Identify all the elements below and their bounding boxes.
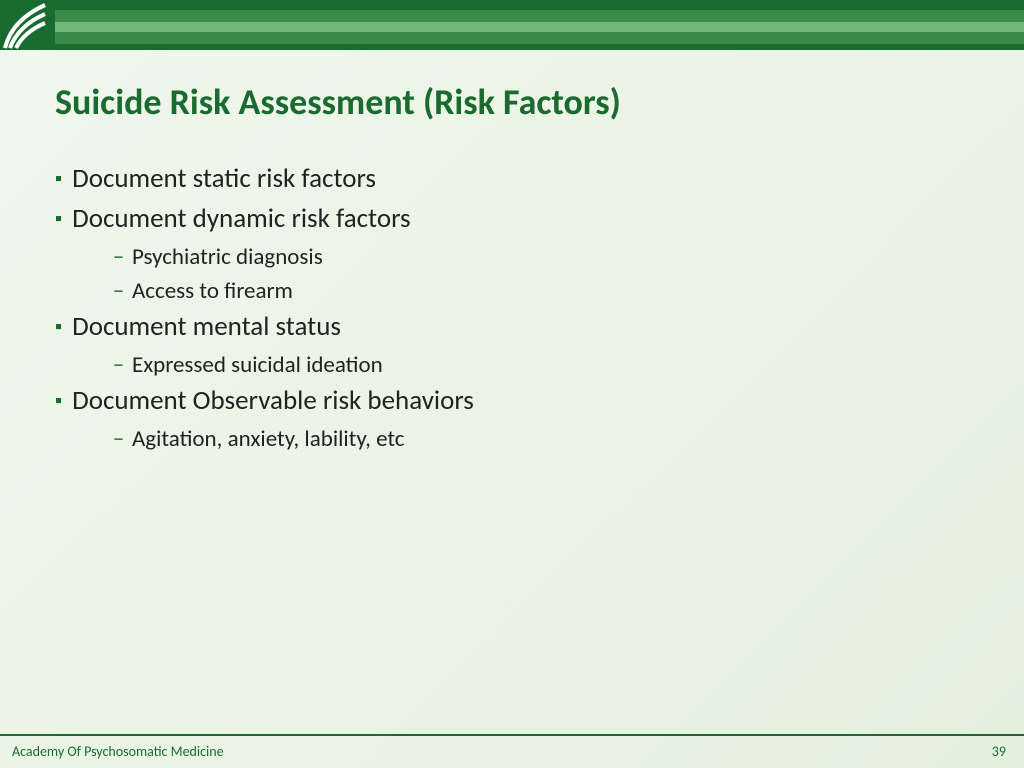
logo-icon <box>0 0 55 50</box>
bullet-text: Document mental status <box>72 310 341 344</box>
footer-divider <box>0 734 1024 736</box>
bullet-item: ▪ Document dynamic risk factors <box>55 202 1024 236</box>
sub-bullet-item: −Psychiatric diagnosis <box>113 242 1024 272</box>
bullet-marker: ▪ <box>55 310 62 344</box>
sub-bullet-text: Access to firearm <box>132 276 293 306</box>
band-stripe <box>0 22 1024 32</box>
sub-bullet-marker: − <box>113 350 124 380</box>
slide-title: Suicide Risk Assessment (Risk Factors) <box>55 80 1024 124</box>
bullet-list: ▪ Document static risk factors ▪ Document d… <box>55 162 1024 454</box>
sub-bullet-text: Expressed suicidal ideation <box>132 350 383 380</box>
footer-text: Academy Of Psychosomatic Medicine <box>12 743 224 760</box>
band-stripe <box>0 0 1024 10</box>
sub-bullet-text: Agitation, anxiety, lability, etc <box>132 424 405 454</box>
sub-bullet-item: −Expressed suicidal ideation <box>113 350 1024 380</box>
bullet-marker: ▪ <box>55 202 62 236</box>
bullet-text: Document Observable risk behaviors <box>72 384 474 418</box>
bullet-item: ▪ Document static risk factors <box>55 162 1024 196</box>
sub-bullet-item: −Access to firearm <box>113 276 1024 306</box>
band-stripe <box>0 44 1024 50</box>
sub-bullet-item: −Agitation, anxiety, lability, etc <box>113 424 1024 454</box>
bullet-item: ▪ Document Observable risk behaviors <box>55 384 1024 418</box>
page-number: 39 <box>992 743 1006 760</box>
band-stripe <box>0 10 1024 22</box>
band-stripe <box>0 32 1024 44</box>
sub-bullet-text: Psychiatric diagnosis <box>132 242 323 272</box>
sub-bullet-marker: − <box>113 276 124 306</box>
bullet-text: Document dynamic risk factors <box>72 202 411 236</box>
bullet-marker: ▪ <box>55 162 62 196</box>
bullet-text: Document static risk factors <box>72 162 376 196</box>
sub-bullet-marker: − <box>113 424 124 454</box>
bullet-item: ▪ Document mental status <box>55 310 1024 344</box>
bullet-marker: ▪ <box>55 384 62 418</box>
sub-bullet-marker: − <box>113 242 124 272</box>
header-band <box>0 0 1024 50</box>
